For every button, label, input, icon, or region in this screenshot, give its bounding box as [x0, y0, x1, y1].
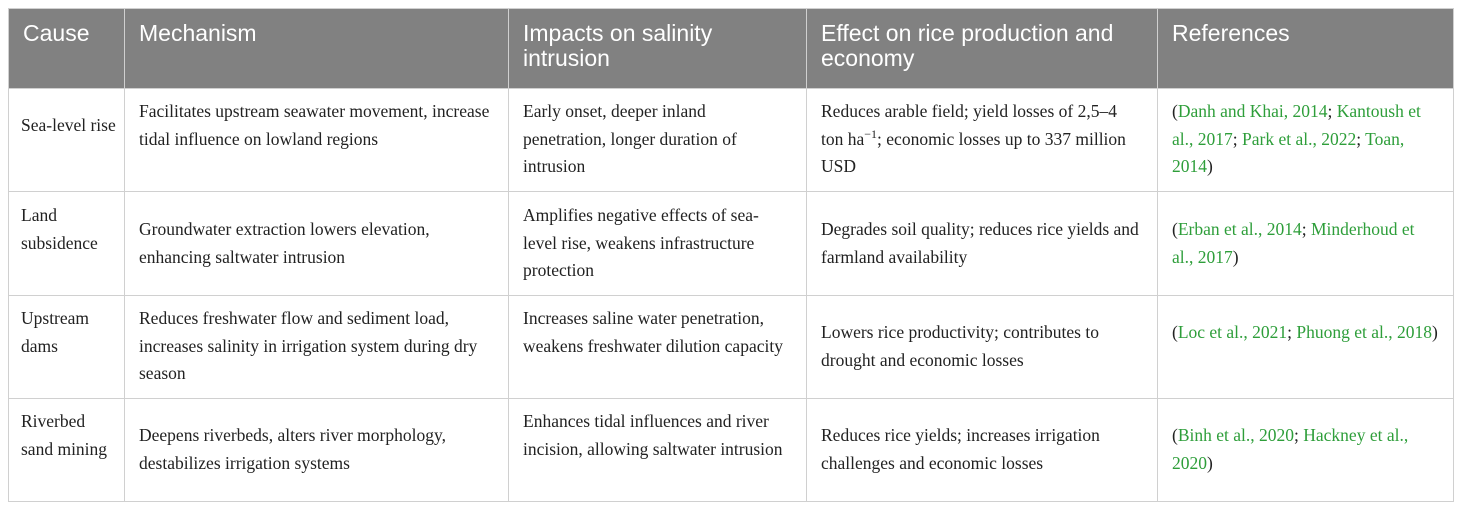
impact-cell: Increases saline water penetration, weak…	[508, 295, 807, 399]
effect-cell: Degrades soil quality; reduces rice yiel…	[806, 191, 1158, 296]
ref-separator: ;	[1327, 101, 1337, 121]
table-row: Land subsidence Groundwater extraction l…	[8, 191, 1454, 296]
mechanism-cell: Deepens riverbeds, alters river morpholo…	[124, 398, 509, 502]
ref-close: )	[1232, 246, 1239, 267]
ref-open: (	[1172, 219, 1178, 239]
reference-link[interactable]: Binh et al., 2020	[1177, 425, 1294, 445]
reference-link[interactable]: Park et al., 2022	[1242, 128, 1357, 149]
cause-cell: Riverbed sand mining	[8, 398, 125, 502]
reference-link[interactable]: Phuong et al., 2018	[1296, 322, 1433, 342]
effect-text: Reduces arable field; yield losses of 2,…	[821, 101, 1117, 149]
references-cell: (Binh et al., 2020; Hackney et al., 2020…	[1157, 398, 1454, 502]
header-effect: Effect on rice production and economy	[806, 8, 1158, 89]
impact-cell: Amplifies negative effects of sea-level …	[508, 191, 807, 296]
cause-cell: Sea-level rise	[8, 88, 125, 192]
effect-cell: Reduces arable field; yield losses of 2,…	[806, 88, 1158, 192]
table-row: Riverbed sand mining Deepens riverbeds, …	[8, 398, 1454, 502]
ref-separator: ;	[1287, 322, 1297, 342]
effect-text-rest: ; economic losses up to 337 million USD	[821, 128, 1126, 177]
table-row: Sea-level rise Facilitates upstream seaw…	[8, 88, 1454, 192]
header-row: Cause Mechanism Impacts on salinity intr…	[8, 8, 1454, 89]
reference-link[interactable]: Loc et al., 2021	[1177, 322, 1288, 342]
references-cell: (Erban et al., 2014; Minderhoud et al., …	[1157, 191, 1454, 296]
cause-cell: Upstream dams	[8, 295, 125, 399]
reference-link[interactable]: Hackney et al., 2020	[1172, 425, 1409, 473]
impact-cell: Enhances tidal influences and river inci…	[508, 398, 807, 502]
ref-close: )	[1207, 156, 1213, 176]
references-cell: (Loc et al., 2021; Phuong et al., 2018)	[1157, 295, 1454, 399]
cause-cell: Land subsidence	[8, 191, 125, 296]
ref-open: (	[1172, 101, 1178, 121]
reference-link[interactable]: Minderhoud et al., 2017	[1172, 219, 1415, 267]
ref-open: (	[1172, 322, 1178, 342]
impact-cell: Early onset, deeper inland penetration, …	[508, 88, 807, 192]
effect-superscript: −1	[864, 126, 878, 141]
ref-separator: ;	[1301, 219, 1311, 239]
header-mechanism: Mechanism	[124, 8, 509, 89]
reference-link[interactable]: Kantoush et al., 2017	[1172, 101, 1421, 149]
header-references: References	[1157, 8, 1454, 89]
header-cause: Cause	[8, 8, 125, 89]
effect-cell: Lowers rice productivity; contributes to…	[806, 295, 1158, 399]
header-impacts: Impacts on salinity intrusion	[508, 8, 807, 89]
data-table: Cause Mechanism Impacts on salinity intr…	[8, 8, 1454, 502]
mechanism-cell: Reduces freshwater flow and sediment loa…	[124, 295, 509, 399]
ref-close: )	[1432, 322, 1438, 342]
effect-cell: Reduces rice yields; increases irrigatio…	[806, 398, 1158, 502]
references-cell: (Danh and Khai, 2014; Kantoush et al., 2…	[1157, 88, 1454, 192]
ref-separator: ;	[1356, 128, 1366, 149]
reference-link[interactable]: Erban et al., 2014	[1177, 219, 1302, 239]
ref-separator: ;	[1232, 128, 1243, 149]
mechanism-cell: Groundwater extraction lowers elevation,…	[124, 191, 509, 296]
ref-close: )	[1207, 452, 1213, 473]
ref-separator: ;	[1294, 425, 1304, 445]
mechanism-cell: Facilitates upstream seawater movement, …	[124, 88, 509, 192]
table-row: Upstream dams Reduces freshwater flow an…	[8, 295, 1454, 399]
reference-link[interactable]: Danh and Khai, 2014	[1177, 101, 1328, 121]
ref-open: (	[1172, 425, 1178, 445]
reference-link[interactable]: Toan, 2014	[1172, 128, 1405, 177]
